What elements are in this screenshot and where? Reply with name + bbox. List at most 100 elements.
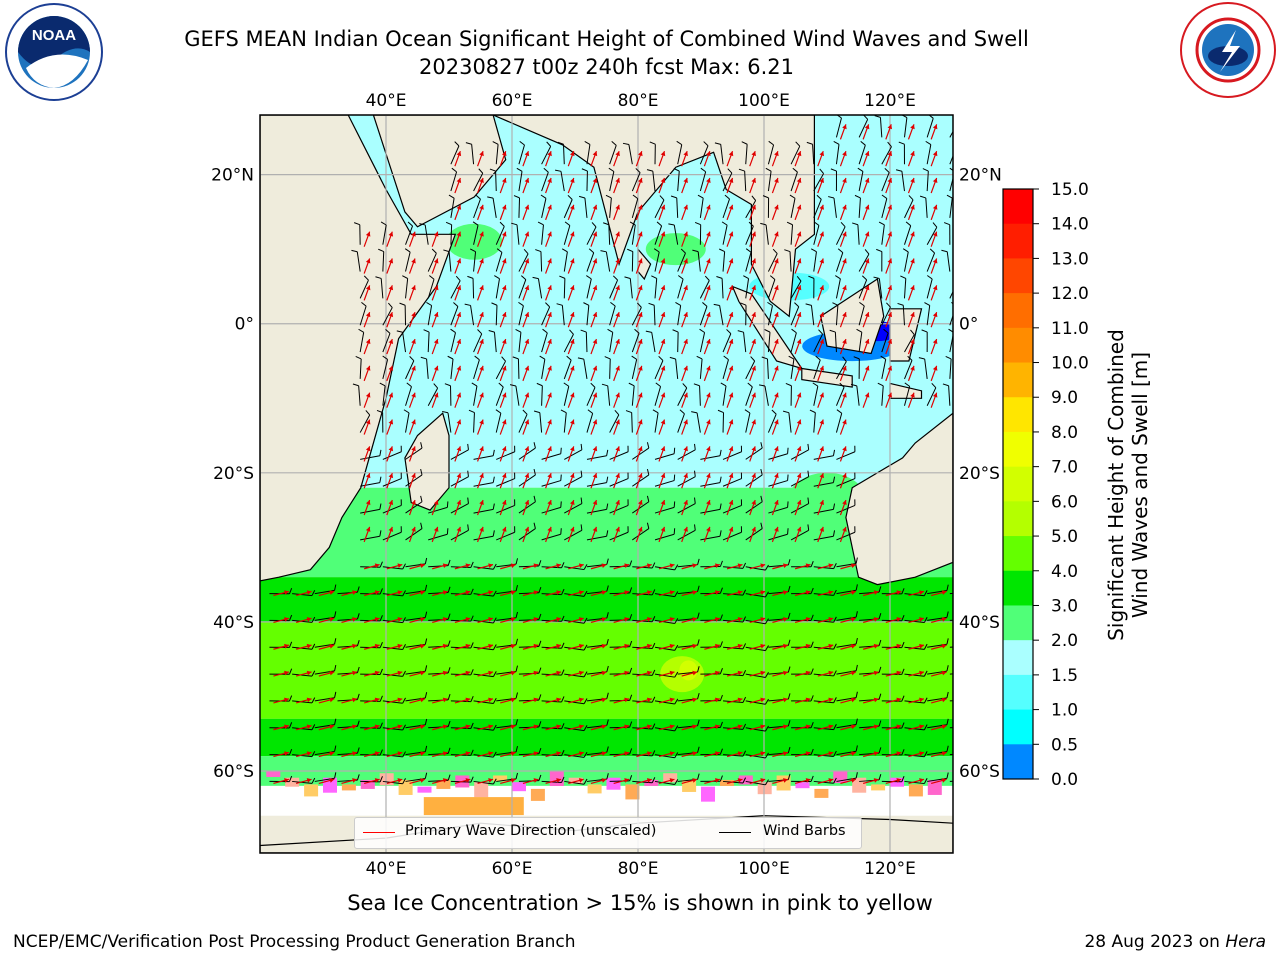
wave-arrow-head [964, 644, 969, 649]
wind-barb [677, 476, 696, 487]
wave-arrow-head [420, 670, 425, 676]
wave-arrow-head [456, 365, 462, 371]
wind-barb [631, 412, 633, 433]
wave-arrow-head [887, 178, 893, 183]
wave-arrow-head [805, 697, 811, 703]
wind-barb-feather [561, 723, 565, 729]
wind-barb-feather [789, 194, 796, 199]
colorbar-segment [1003, 189, 1033, 225]
wind-barb [904, 646, 925, 650]
wave-arrow-head [397, 643, 403, 649]
wind-barb [586, 252, 595, 272]
sea-ice-cell [757, 782, 772, 795]
wind-barb-feather [864, 249, 870, 255]
wind-barb [881, 146, 892, 165]
wave-arrow-head [397, 751, 403, 756]
wave-arrow-head [683, 204, 688, 210]
colorbar-segment [1003, 466, 1033, 502]
wave-arrow-head [751, 339, 756, 344]
wind-barb-feather [676, 140, 683, 146]
wind-barb-feather [420, 442, 423, 449]
wind-barb-feather [836, 409, 843, 414]
wave-arrow-head [774, 339, 779, 344]
wind-barb-feather [719, 748, 723, 755]
wave-arrow-head [524, 392, 530, 398]
wind-barb [382, 780, 403, 785]
wind-barb-feather [726, 329, 732, 334]
wind-barb [948, 385, 951, 406]
wind-barb [699, 280, 710, 299]
wave-arrow-head [601, 670, 607, 676]
chart-subtitle: 20230827 t00z 240h fcst Max: 6.21 [419, 55, 794, 79]
wave-arrow-head [646, 670, 652, 676]
wave-arrow-head [851, 590, 856, 595]
wind-barb-feather [648, 302, 655, 306]
wind-barb-feather [375, 276, 382, 279]
wind-barb-feather [833, 750, 837, 757]
wind-barb-feather [794, 302, 800, 308]
wind-barb-feather [946, 194, 953, 199]
wave-arrow-head [751, 312, 756, 318]
wind-barb-feather [742, 562, 747, 569]
wave-arrow-head [638, 151, 643, 157]
wind-barb-feather [577, 357, 584, 360]
wind-barb-feather [852, 222, 859, 226]
wind-barb [926, 387, 937, 406]
wave-arrow-head [660, 204, 666, 210]
wave-arrow-head [420, 778, 425, 783]
wind-barb-feather [533, 495, 536, 502]
wind-barb [541, 146, 552, 165]
wave-arrow-head [615, 526, 620, 532]
wind-barb-feather [760, 522, 763, 529]
wind-barb [586, 305, 590, 326]
wave-arrow-head [284, 617, 289, 622]
wave-arrow-head [524, 178, 530, 183]
wind-barb [405, 412, 410, 433]
wind-barb [518, 144, 525, 165]
wave-arrow-head [433, 258, 439, 264]
wind-barb-feather [878, 693, 882, 700]
wind-barb [541, 306, 551, 326]
wave-arrow-head [783, 643, 788, 649]
wave-arrow-head [660, 151, 666, 157]
wave-arrow-head [578, 590, 584, 595]
wave-arrow-head [638, 446, 643, 452]
wind-barb [858, 171, 864, 192]
wind-barb-feather [719, 668, 723, 675]
wind-barb-feather [854, 194, 861, 199]
wind-barb-feather [424, 692, 428, 699]
wave-direction-arrow [954, 591, 969, 595]
wind-barb [722, 451, 742, 460]
colorbar-tick-label: 13.0 [1051, 249, 1089, 269]
wave-arrow-head [501, 473, 507, 479]
wave-arrow-head [706, 473, 711, 479]
wave-arrow-head [751, 365, 756, 371]
wave-arrow-head [760, 643, 766, 649]
wave-arrow-head [919, 670, 924, 676]
wind-barb-feather [943, 222, 950, 226]
wave-arrow-head [760, 778, 766, 783]
wave-arrow-head [524, 204, 530, 210]
wind-barb-feather [745, 248, 752, 253]
wind-barb [745, 619, 766, 625]
wind-barb-feather [311, 643, 316, 650]
wind-barb [427, 332, 430, 353]
wind-barb-feather [533, 442, 536, 449]
wind-barb-feather [833, 697, 837, 703]
wind-barb-feather [352, 383, 359, 387]
wave-arrow-head [737, 643, 743, 649]
wave-arrow-head [796, 526, 802, 532]
wave-arrow-head [411, 258, 416, 264]
wind-barb [813, 535, 834, 541]
wave-arrow-head [910, 151, 915, 157]
legend-swatch-wind [719, 832, 751, 833]
wave-arrow-head [956, 205, 961, 210]
wave-arrow-head [941, 697, 947, 703]
wave-arrow-head [728, 446, 734, 452]
wave-arrow-head [479, 151, 484, 157]
wind-barb-feather [538, 640, 542, 647]
wind-barb-feather [578, 195, 586, 199]
wind-barb [382, 646, 403, 651]
wind-barb-feather [694, 221, 701, 226]
wave-arrow-head [932, 285, 938, 291]
